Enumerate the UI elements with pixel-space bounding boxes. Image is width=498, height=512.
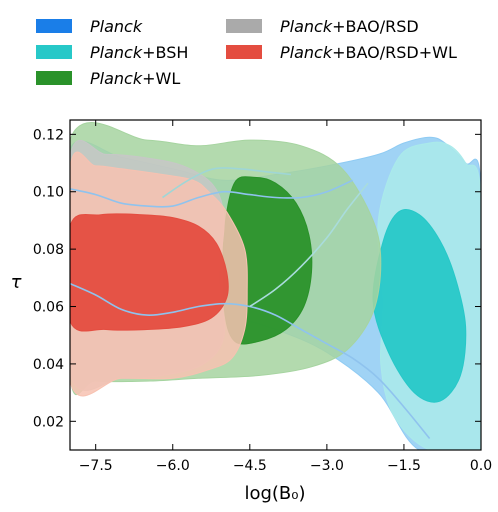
- legend-label-planck-bsh: Planck+BSH: [90, 42, 189, 62]
- legend-label-planck: Planck: [90, 16, 143, 36]
- y-tick-label: 0.08: [33, 242, 64, 258]
- legend-item-planck-bao-rsd: Planck+BAO/RSD: [226, 16, 419, 36]
- legend: Planck Planck+BSH Planck+WL Planck+BAO/R…: [36, 12, 486, 92]
- legend-swatch-planck-bsh: [36, 45, 72, 59]
- legend-swatch-planck-bao-rsd: [226, 19, 262, 33]
- legend-swatch-planck: [36, 19, 72, 33]
- contour-line-0: [70, 179, 353, 208]
- region-1-inner: [372, 209, 467, 403]
- legend-swatch-planck-wl: [36, 71, 72, 85]
- plot-frame: [69, 119, 482, 451]
- contour-line-3: [162, 167, 291, 199]
- x-tick-label: 0.0: [470, 458, 492, 474]
- legend-item-planck-wl: Planck+WL: [36, 68, 180, 88]
- legend-label-planck-bao-rsd-wl: Planck+BAO/RSD+WL: [280, 42, 457, 62]
- x-tick-label: −4.5: [233, 458, 267, 474]
- confidence-regions: [70, 122, 481, 450]
- y-axis: 0.02 0.04 0.06 0.08 0.10 0.12: [33, 127, 481, 430]
- legend-item-planck: Planck: [36, 16, 142, 36]
- x-axis-label: log(B₀): [244, 483, 305, 504]
- legend-swatch-planck-bao-rsd-wl: [226, 45, 262, 59]
- region-4-inner: [70, 213, 229, 332]
- x-tick-label: −6.0: [156, 458, 190, 474]
- y-tick-label: 0.04: [33, 357, 64, 373]
- legend-item-planck-bsh: Planck+BSH: [36, 42, 188, 62]
- legend-label-planck-bao-rsd: Planck+BAO/RSD: [280, 16, 419, 36]
- x-axis: −7.5 −6.0 −4.5 −3.0 −1.5 0.0: [79, 120, 492, 474]
- y-tick-label: 0.10: [33, 185, 64, 201]
- legend-item-planck-bao-rsd-wl: Planck+BAO/RSD+WL: [226, 42, 457, 62]
- contour-lines: [70, 167, 431, 440]
- y-tick-label: 0.12: [33, 127, 64, 143]
- contour-line-2: [249, 182, 369, 308]
- y-tick-label: 0.02: [33, 414, 64, 430]
- x-tick-label: −1.5: [387, 458, 421, 474]
- y-axis-label: τ: [11, 272, 22, 293]
- y-tick-label: 0.06: [33, 300, 64, 316]
- legend-label-planck-wl: Planck+WL: [90, 68, 181, 88]
- x-tick-label: −7.5: [79, 458, 113, 474]
- x-tick-label: −3.0: [310, 458, 344, 474]
